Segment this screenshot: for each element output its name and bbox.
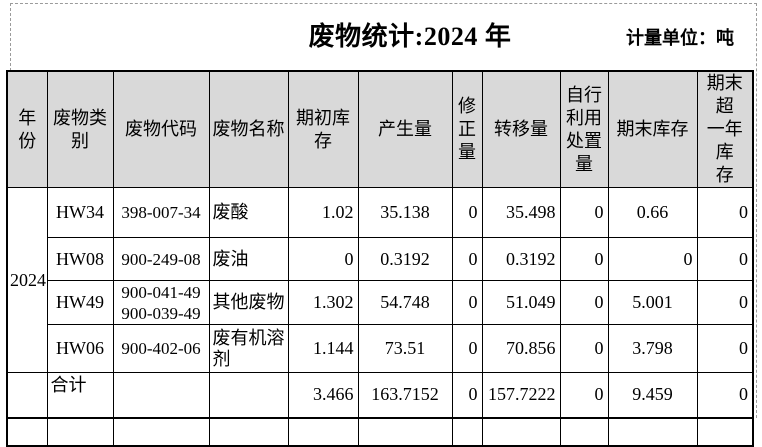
header-waste-code[interactable]: 废物代码	[112, 70, 210, 188]
total-ending-stock-cell[interactable]: 9.459	[607, 372, 698, 419]
empty-cell[interactable]	[451, 417, 483, 446]
header-ending-stock[interactable]: 期末库存	[607, 70, 698, 188]
total-label-cell[interactable]: 合计	[46, 372, 114, 419]
total-row: 合计 3.466 163.7152 0 157.7222 0 9.459 0	[6, 372, 754, 419]
ending-stock-cell[interactable]: 0	[607, 237, 698, 281]
self-disposal-cell[interactable]: 0	[559, 187, 609, 238]
page-break-dash-right	[756, 3, 757, 418]
self-disposal-cell[interactable]: 0	[559, 324, 609, 373]
code-cell[interactable]: 900-249-08	[112, 237, 210, 281]
empty-row	[6, 417, 754, 446]
waste-statistics-table: 年份 废物类 别 废物代码 废物名称 期初库 存 产生量 修 正 量 转移量 自…	[6, 70, 754, 447]
total-code-empty-cell[interactable]	[112, 372, 210, 419]
correction-cell[interactable]: 0	[451, 324, 483, 373]
self-disposal-cell[interactable]: 0	[559, 280, 609, 325]
table-row: 2024 HW34 398-007-34 废酸 1.02 35.138 0 35…	[6, 187, 754, 373]
empty-cell[interactable]	[481, 417, 561, 446]
category-cell[interactable]: HW06	[46, 324, 114, 373]
header-waste-name[interactable]: 废物名称	[208, 70, 289, 188]
empty-cell[interactable]	[112, 417, 210, 446]
total-name-empty-cell[interactable]	[208, 372, 289, 419]
category-cell[interactable]: HW34	[46, 187, 114, 238]
code-cell[interactable]: 398-007-34	[112, 187, 210, 238]
empty-cell[interactable]	[208, 417, 289, 446]
table-row: HW49 900-041-49 900-039-49 其他废物 1.302 54…	[7, 280, 754, 325]
total-year-empty-cell[interactable]	[6, 372, 48, 419]
correction-cell[interactable]: 0	[451, 237, 483, 281]
code-cell[interactable]: 900-041-49 900-039-49	[112, 280, 210, 325]
page-break-dash-left	[10, 3, 11, 71]
total-generated-cell[interactable]: 163.7152	[357, 372, 453, 419]
ending-stock-cell[interactable]: 3.798	[607, 324, 698, 373]
opening-stock-cell[interactable]: 0	[287, 237, 359, 281]
page-title: 废物统计:2024 年	[308, 22, 512, 51]
empty-cell[interactable]	[607, 417, 698, 446]
total-correction-cell[interactable]: 0	[451, 372, 483, 419]
total-over-one-year-cell[interactable]: 0	[696, 372, 754, 419]
header-opening-stock[interactable]: 期初库 存	[287, 70, 359, 188]
transferred-cell[interactable]: 51.049	[481, 280, 561, 325]
self-disposal-cell[interactable]: 0	[559, 237, 609, 281]
header-generated[interactable]: 产生量	[357, 70, 453, 188]
empty-cell[interactable]	[559, 417, 609, 446]
empty-cell[interactable]	[696, 417, 754, 446]
opening-stock-cell[interactable]: 1.302	[287, 280, 359, 325]
correction-cell[interactable]: 0	[451, 280, 483, 325]
unit-label: 计量单位：吨	[626, 28, 734, 48]
header-year[interactable]: 年份	[6, 70, 48, 188]
page-break-dash-top	[10, 3, 757, 4]
over-one-year-cell[interactable]: 0	[696, 237, 754, 281]
year-cell[interactable]: 2024	[6, 187, 48, 373]
transferred-cell[interactable]: 70.856	[481, 324, 561, 373]
header-row: 年份 废物类 别 废物代码 废物名称 期初库 存 产生量 修 正 量 转移量 自…	[6, 70, 754, 188]
generated-cell[interactable]: 35.138	[357, 187, 453, 238]
header-transferred[interactable]: 转移量	[481, 70, 561, 188]
ending-stock-cell[interactable]: 5.001	[607, 280, 698, 325]
over-one-year-cell[interactable]: 0	[696, 187, 754, 238]
over-one-year-cell[interactable]: 0	[696, 280, 754, 325]
code-cell[interactable]: 900-402-06	[112, 324, 210, 373]
name-cell[interactable]: 废有机溶剂	[208, 324, 289, 373]
header-over-one-year-stock[interactable]: 期末超 一年库 存	[696, 70, 754, 188]
generated-cell[interactable]: 54.748	[357, 280, 453, 325]
ending-stock-cell[interactable]: 0.66	[607, 187, 698, 238]
total-transferred-cell[interactable]: 157.7222	[481, 372, 561, 419]
category-cell[interactable]: HW49	[46, 280, 114, 325]
table-row: HW08 900-249-08 废油 0 0.3192 0 0.3192 0 0…	[7, 237, 754, 281]
header-waste-category[interactable]: 废物类 别	[46, 70, 114, 188]
name-cell[interactable]: 废油	[208, 237, 289, 281]
empty-cell[interactable]	[46, 417, 114, 446]
header-correction[interactable]: 修 正 量	[451, 70, 483, 188]
category-cell[interactable]: HW08	[46, 237, 114, 281]
header-self-disposal[interactable]: 自行 利用 处置 量	[559, 70, 609, 188]
opening-stock-cell[interactable]: 1.144	[287, 324, 359, 373]
opening-stock-cell[interactable]: 1.02	[287, 187, 359, 238]
empty-cell[interactable]	[357, 417, 453, 446]
empty-cell[interactable]	[6, 417, 48, 446]
generated-cell[interactable]: 0.3192	[357, 237, 453, 281]
name-cell[interactable]: 废酸	[208, 187, 289, 238]
correction-cell[interactable]: 0	[451, 187, 483, 238]
total-self-disposal-cell[interactable]: 0	[559, 372, 609, 419]
empty-cell[interactable]	[287, 417, 359, 446]
transferred-cell[interactable]: 35.498	[481, 187, 561, 238]
total-opening-stock-cell[interactable]: 3.466	[287, 372, 359, 419]
transferred-cell[interactable]: 0.3192	[481, 237, 561, 281]
name-cell[interactable]: 其他废物	[208, 280, 289, 325]
over-one-year-cell[interactable]: 0	[696, 324, 754, 373]
table-row: HW06 900-402-06 废有机溶剂 1.144 73.51 0 70.8…	[7, 324, 754, 373]
generated-cell[interactable]: 73.51	[357, 324, 453, 373]
